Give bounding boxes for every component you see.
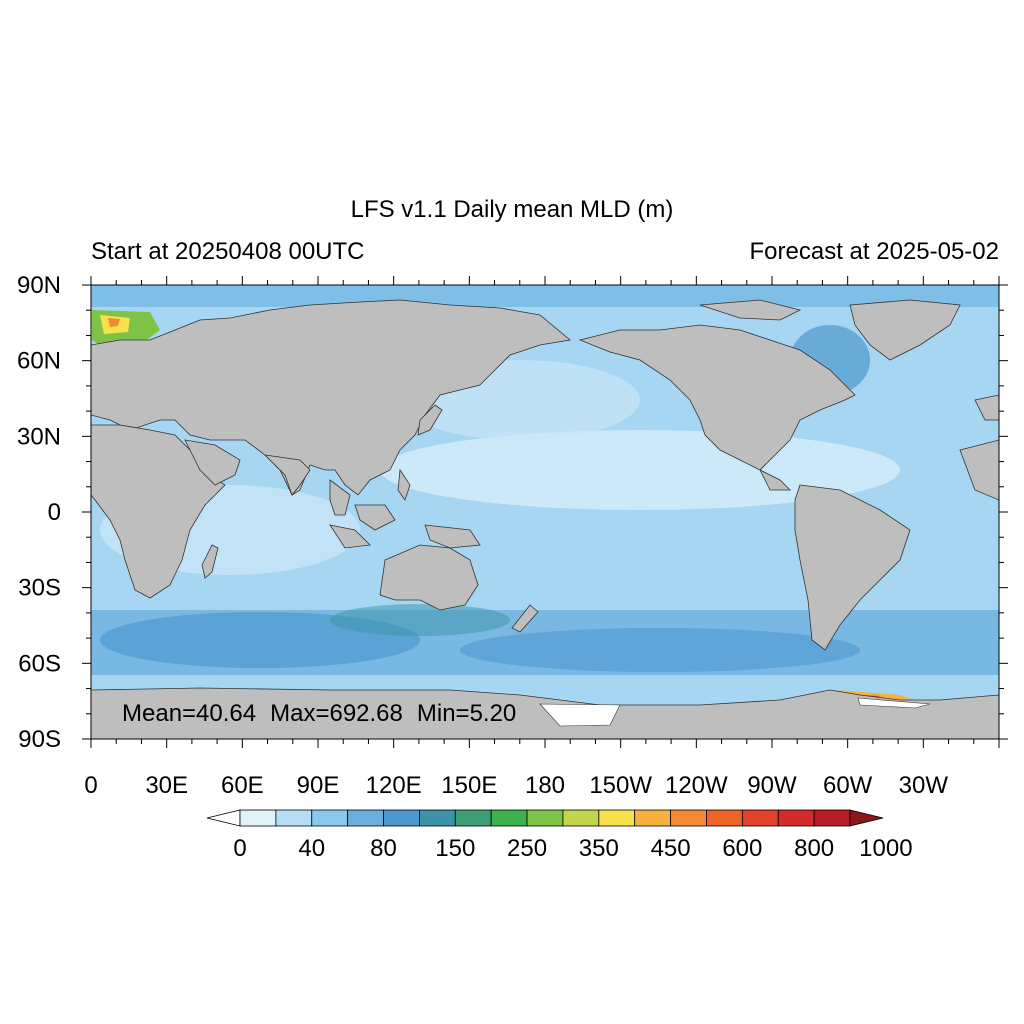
colorbar-swatch (670, 809, 707, 827)
axis-ticks (82, 276, 1008, 748)
southern-ocean-deep (330, 604, 510, 636)
colorbar-label: 1000 (859, 835, 912, 862)
madagascar (201, 544, 219, 579)
land-masses (91, 299, 999, 739)
philippines (397, 468, 411, 501)
colorbar-swatch (383, 809, 420, 827)
colorbar-swatch (634, 809, 671, 827)
lat-tick-label: 0 (48, 499, 61, 526)
lat-tick-label: 30N (17, 423, 61, 450)
lon-tick-label: 90W (747, 772, 797, 799)
lon-tick-label: 90E (297, 772, 340, 799)
colorbar-swatch (239, 809, 277, 827)
lon-tick-label: 30W (899, 772, 949, 799)
japan (417, 404, 443, 436)
forecast-time-label: Forecast at 2025-05-02 (749, 238, 999, 265)
africa (91, 424, 226, 599)
ronne-ice-shelf (857, 697, 931, 709)
colorbar-swatch (454, 809, 492, 827)
lon-tick-label: 120W (665, 772, 728, 799)
lon-tick-label: 150E (441, 772, 497, 799)
ross-ice-shelf (539, 703, 621, 727)
greenland (849, 299, 961, 361)
colorbar-swatch (598, 809, 636, 827)
new-guinea (424, 524, 481, 549)
india (263, 454, 311, 496)
chart-title: LFS v1.1 Daily mean MLD (m) (350, 196, 674, 223)
colorbar-swatch (311, 809, 349, 827)
high-mld-patch (108, 318, 120, 327)
colorbar-swatch (275, 809, 313, 827)
lat-tick-label: 60S (18, 650, 61, 677)
colorbar-label: 250 (507, 835, 547, 862)
stats-max: Max=692.68 (270, 700, 403, 727)
sumatra-java (329, 524, 371, 549)
colorbar-label: 150 (435, 835, 475, 862)
colorbar-label: 0 (233, 835, 246, 862)
lon-tick-label: 60W (823, 772, 873, 799)
colorbar-swatch (419, 809, 456, 827)
lat-tick-label: 90S (18, 726, 61, 753)
africa-west (959, 439, 999, 501)
colorbar-label: 800 (794, 835, 834, 862)
eurasia (91, 299, 571, 496)
axis-tick-labels: 90N 60N 30N 0 30S 60S 90S 0 30E 60E 90E 120E 150E 180… (17, 272, 948, 799)
south-america (794, 484, 911, 651)
lat-tick-label: 60N (17, 348, 61, 375)
colorbar-swatch (490, 809, 528, 827)
colorbar-min-arrow (206, 809, 241, 827)
map-plot-area (91, 285, 999, 739)
lon-tick-label: 60E (221, 772, 264, 799)
colorbar-label: 450 (651, 835, 691, 862)
canadian-arctic (699, 299, 802, 321)
southern-ocean-deep (460, 628, 860, 672)
borneo (354, 504, 396, 531)
lon-tick-label: 30E (145, 772, 188, 799)
colorbar-swatch (777, 809, 815, 827)
lat-tick-label: 90N (17, 272, 61, 299)
colorbar-label: 40 (298, 835, 325, 862)
colorbar-swatch (347, 809, 384, 827)
lon-tick-label: 120E (366, 772, 422, 799)
stats-min: Min=5.20 (416, 700, 517, 727)
colorbar-label: 350 (579, 835, 619, 862)
europe-west (974, 394, 999, 421)
colorbar-swatch (526, 809, 564, 827)
arabia (184, 439, 241, 486)
north-america (578, 324, 856, 491)
colorbar-label: 80 (370, 835, 397, 862)
colorbar-swatch (741, 809, 779, 827)
lat-tick-label: 30S (18, 575, 61, 602)
stats-mean: Mean=40.64 (122, 700, 257, 727)
lon-tick-label: 0 (84, 772, 97, 799)
indochina (329, 479, 351, 516)
stats-readout: Mean=40.64 Max=692.68 Min=5.20 (122, 700, 530, 728)
australia (379, 544, 479, 611)
colorbar-label: 600 (722, 835, 762, 862)
colorbar-swatch (562, 809, 600, 827)
colorbar-swatch (813, 809, 851, 827)
new-zealand (511, 604, 539, 633)
arctic-band (91, 285, 999, 307)
colorbar: 0 40 80 150 250 350 450 600 800 1000 (206, 809, 913, 862)
lon-tick-label: 150W (589, 772, 652, 799)
colorbar-swatch (706, 809, 743, 827)
start-time-label: Start at 20250408 00UTC (91, 238, 365, 265)
antarctica (91, 687, 999, 739)
lon-tick-label: 180 (525, 772, 565, 799)
colorbar-max-arrow (849, 809, 884, 827)
